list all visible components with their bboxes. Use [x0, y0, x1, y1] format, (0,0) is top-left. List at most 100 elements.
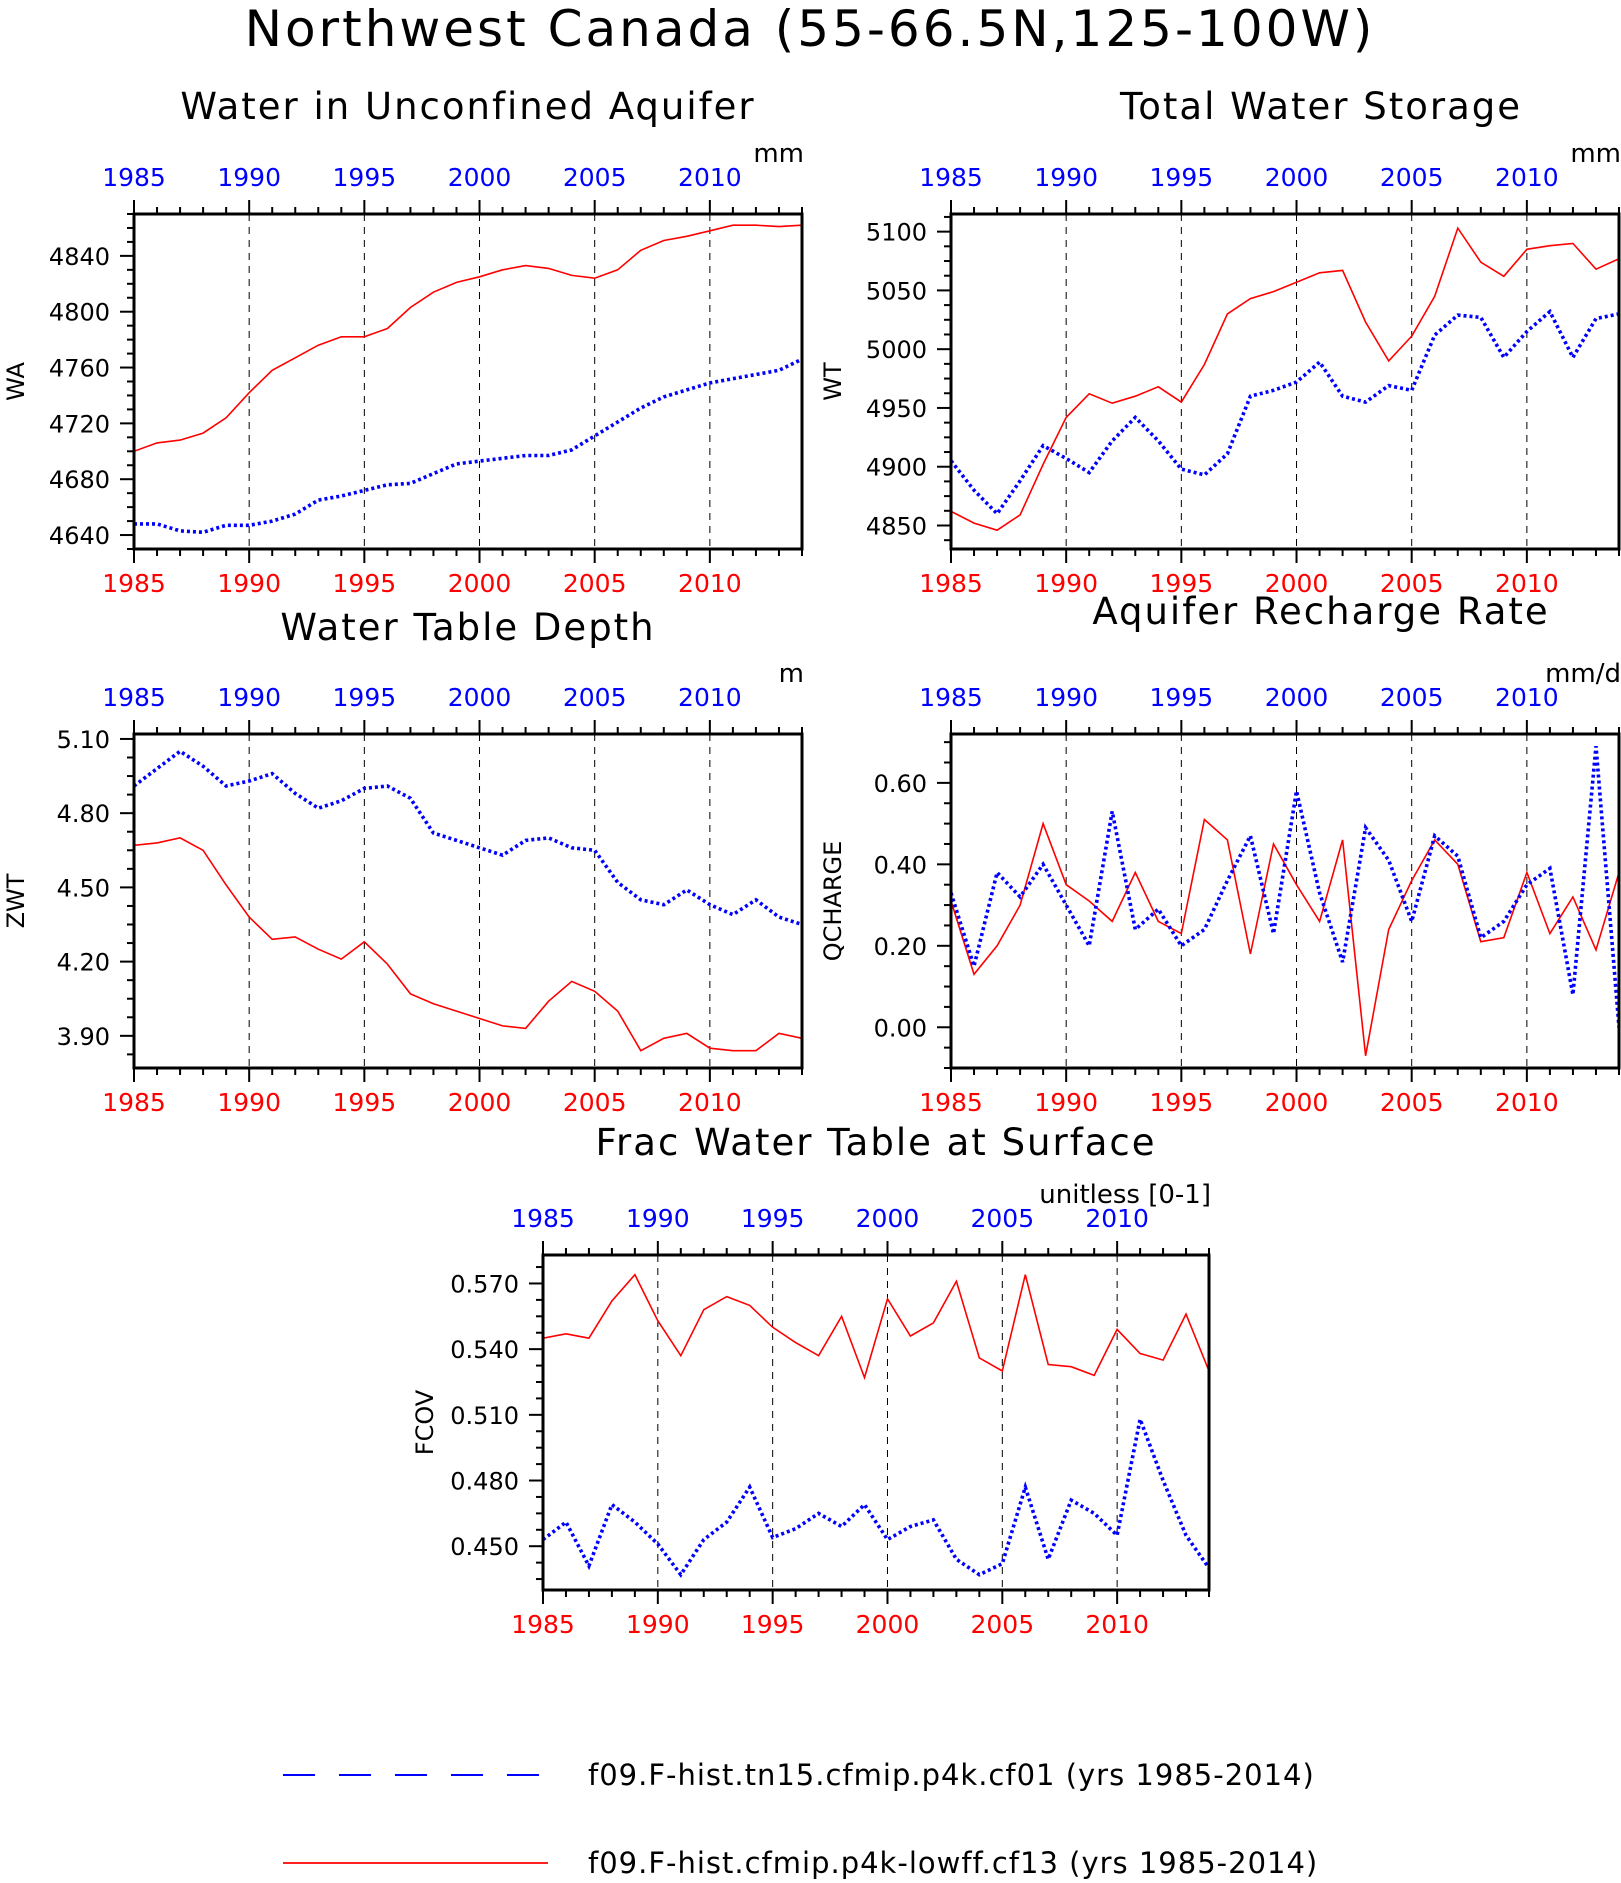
series-line-lowff — [134, 224, 802, 453]
y-tick-label: 4760 — [49, 355, 110, 383]
x-tick-label-bottom: 1985 — [919, 1088, 983, 1117]
y-tick-label: 4850 — [866, 512, 927, 540]
x-tick-label-bottom: 2010 — [1495, 1088, 1559, 1117]
y-tick-label: 0.40 — [874, 851, 927, 879]
x-tick-label-bottom: 1990 — [217, 569, 281, 598]
x-tick-label-bottom: 2005 — [563, 1088, 627, 1117]
x-tick-label-top: 1995 — [741, 1204, 805, 1233]
y-tick-label: 4900 — [866, 454, 927, 482]
units-label: mm — [753, 139, 804, 169]
x-tick-label-top: 2010 — [1495, 683, 1559, 712]
legend-label: f09.F-hist.tn15.cfmip.p4k.cf01 (yrs 1985… — [588, 1758, 1315, 1792]
y-tick-label: 4640 — [49, 522, 110, 550]
x-tick-label-top: 2010 — [1495, 163, 1559, 192]
series-line-lowff — [951, 226, 1619, 532]
plot-frame — [949, 212, 1621, 551]
x-tick-label-top: 2005 — [1380, 683, 1444, 712]
y-tick-label: 4680 — [49, 466, 110, 494]
units-label: mm/d — [1545, 659, 1621, 689]
y-tick-label: 4950 — [866, 395, 927, 423]
units-label: mm — [1570, 139, 1621, 169]
x-tick-label-top: 1990 — [1034, 683, 1098, 712]
y-tick-label: 0.510 — [450, 1402, 519, 1430]
units-label: unitless [0-1] — [1039, 1180, 1211, 1210]
x-tick-label-top: 2005 — [563, 163, 627, 192]
x-tick-label-top: 1985 — [919, 683, 983, 712]
x-tick-label-top: 2005 — [563, 683, 627, 712]
panels-group: Water in Unconfined Aquifer mm WA 1985 1985 1… — [2, 85, 1621, 1639]
y-tick-label: 4720 — [49, 410, 110, 438]
legend-item-1: f09.F-hist.tn15.cfmip.p4k.cf01 (yrs 1985… — [283, 1758, 1315, 1792]
x-tick-label-bottom: 1990 — [1034, 1088, 1098, 1117]
x-tick-label-top: 1990 — [626, 1204, 690, 1233]
x-tick-label-bottom: 2000 — [1265, 569, 1329, 598]
x-tick-label-top: 1985 — [102, 683, 166, 712]
y-tick-label: 5050 — [866, 277, 927, 305]
x-tick-label-top: 1990 — [1034, 163, 1098, 192]
x-tick-label-bottom: 1995 — [333, 569, 397, 598]
chart-title: Total Water Storage — [1119, 85, 1522, 128]
x-tick-label-bottom: 2005 — [970, 1610, 1034, 1639]
chart-title: Water Table Depth — [280, 606, 655, 649]
x-tick-label-top: 1985 — [511, 1204, 575, 1233]
y-tick-label: 3.90 — [57, 1023, 110, 1051]
x-tick-label-top: 2005 — [970, 1204, 1034, 1233]
y-tick-label: 0.480 — [450, 1468, 519, 1496]
series-line-p4k — [134, 749, 802, 927]
y-tick-label: 0.570 — [450, 1270, 519, 1298]
figure-title: Northwest Canada (55-66.5N,125-100W) — [245, 0, 1376, 58]
series-line-p4k — [134, 357, 802, 535]
y-tick-label: 4800 — [49, 299, 110, 327]
y-tick-label: 0.20 — [874, 933, 927, 961]
x-tick-label-bottom: 2005 — [563, 569, 627, 598]
y-tick-label: 0.00 — [874, 1014, 927, 1042]
y-tick-label: 4840 — [49, 243, 110, 271]
x-tick-label-top: 1995 — [1150, 683, 1214, 712]
x-tick-label-top: 1985 — [919, 163, 983, 192]
x-tick-label-top: 1990 — [217, 163, 281, 192]
x-tick-label-bottom: 1990 — [626, 1610, 690, 1639]
x-tick-label-bottom: 1985 — [919, 569, 983, 598]
x-tick-label-bottom: 1990 — [1034, 569, 1098, 598]
y-axis-label: WA — [2, 362, 30, 401]
chart-title: Frac Water Table at Surface — [595, 1121, 1156, 1164]
x-tick-label-bottom: 1985 — [102, 1088, 166, 1117]
y-axis-label: FCOV — [411, 1389, 439, 1455]
x-tick-label-bottom: 2010 — [678, 569, 742, 598]
x-tick-label-top: 2000 — [1265, 163, 1329, 192]
x-tick-label-bottom: 1995 — [1150, 1088, 1214, 1117]
plot-frame — [132, 212, 804, 551]
x-tick-label-top: 2000 — [448, 683, 512, 712]
x-tick-label-bottom: 1995 — [1150, 569, 1214, 598]
x-tick-label-bottom: 2000 — [1265, 1088, 1329, 1117]
x-tick-label-bottom: 1990 — [217, 1088, 281, 1117]
series-line-lowff — [951, 817, 1619, 1056]
y-tick-label: 5000 — [866, 336, 927, 364]
legend: f09.F-hist.tn15.cfmip.p4k.cf01 (yrs 1985… — [283, 1758, 1317, 1880]
x-tick-label-top: 2000 — [448, 163, 512, 192]
y-tick-label: 4.80 — [57, 800, 110, 828]
x-tick-label-top: 1985 — [102, 163, 166, 192]
x-tick-label-bottom: 2010 — [678, 1088, 742, 1117]
series-line-p4k — [951, 308, 1619, 517]
plot-frame — [541, 1253, 1211, 1592]
x-tick-label-top: 2000 — [1265, 683, 1329, 712]
y-tick-label: 0.60 — [874, 770, 927, 798]
units-label: m — [779, 659, 804, 689]
x-tick-label-bottom: 2000 — [448, 569, 512, 598]
x-tick-label-bottom: 1985 — [511, 1610, 575, 1639]
series-line-p4k — [951, 746, 1619, 1028]
y-tick-label: 4.50 — [57, 874, 110, 902]
x-tick-label-top: 2010 — [678, 163, 742, 192]
x-tick-label-bottom: 2010 — [1085, 1610, 1149, 1639]
series-line-p4k — [543, 1412, 1209, 1578]
chart-panel-3: Water Table Depth m ZWT 1985 1985 1990 1990 199… — [2, 606, 804, 1117]
y-tick-label: 4.20 — [57, 949, 110, 977]
x-tick-label-bottom: 2000 — [856, 1610, 920, 1639]
chart-panel-5: Frac Water Table at Surface unitless [0-1… — [411, 1121, 1211, 1639]
x-tick-label-bottom: 1985 — [102, 569, 166, 598]
x-tick-label-top: 2000 — [856, 1204, 920, 1233]
y-tick-label: 5.10 — [57, 726, 110, 754]
x-tick-label-bottom: 2005 — [1380, 1088, 1444, 1117]
x-tick-label-bottom: 2000 — [448, 1088, 512, 1117]
